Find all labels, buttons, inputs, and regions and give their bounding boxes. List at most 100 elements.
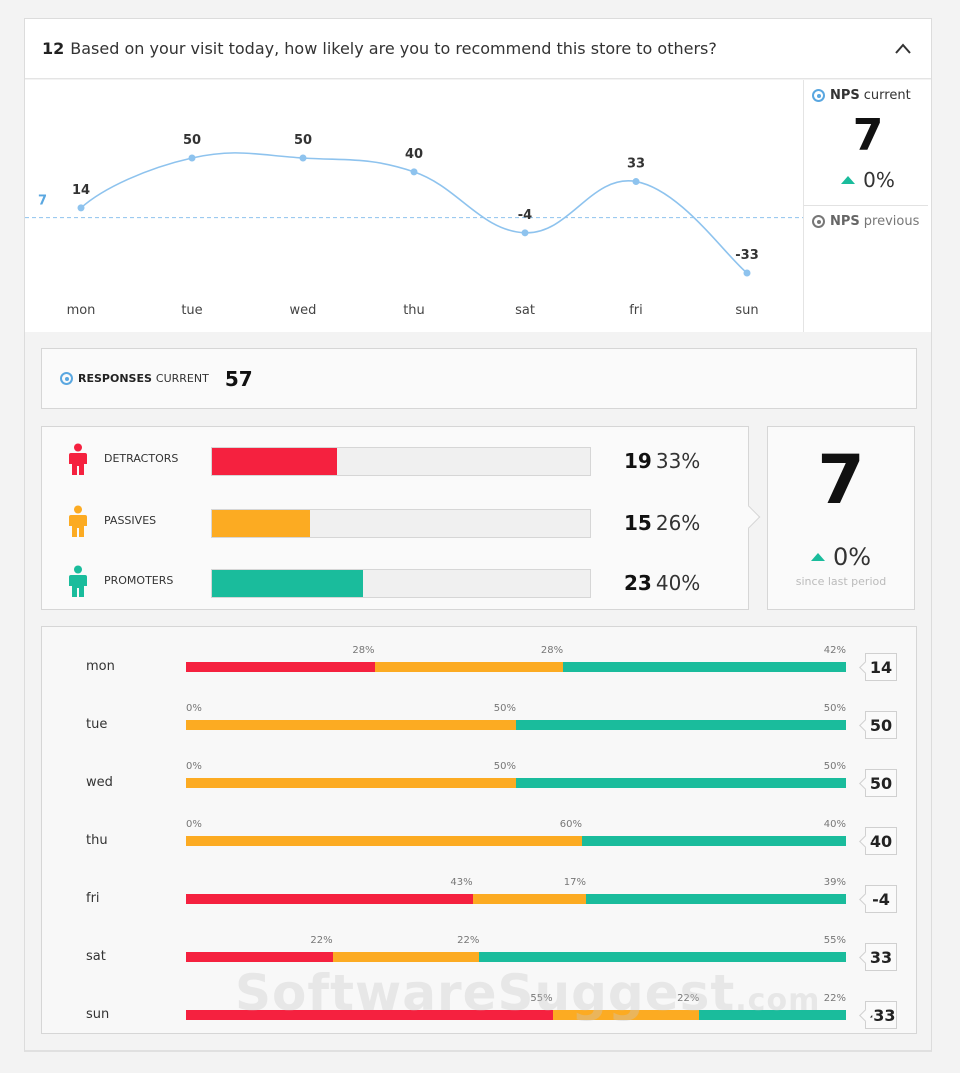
day-stacked-bar (186, 778, 846, 788)
segment-percent: 40% (655, 571, 701, 595)
nps-score-value: 7 (817, 441, 865, 520)
day-label: sat (86, 949, 106, 964)
day-segment-percent: 17% (563, 877, 586, 888)
question-number: 12 (42, 39, 65, 58)
segment-breakdown: DETRACTORS 19 33% PASSIVES 15 26% PROMOTER… (41, 426, 761, 610)
passive-segment (472, 894, 586, 904)
x-tick-label: mon (67, 303, 96, 318)
segment-count-value: 23 (624, 571, 652, 595)
passive-segment (186, 836, 582, 846)
promoter-segment (586, 894, 846, 904)
promoter-segment (516, 778, 846, 788)
responses-box: RESPONSES CURRENT 57 (41, 348, 917, 409)
day-stacked-bar (186, 662, 846, 672)
segment-row-detractors: DETRACTORS 19 33% (42, 439, 748, 479)
data-point[interactable] (743, 269, 751, 277)
trend-up-icon (841, 176, 856, 184)
segment-label: PASSIVES (104, 514, 157, 527)
day-segment-percent: 0% (186, 761, 202, 772)
data-label: 50 (183, 133, 201, 148)
nps-line-chart: 7 14 mon 50 tue 50 wed 40 thu -4 sat 33 fri -33 sun (25, 133, 803, 318)
day-nps-score: 50 (865, 769, 897, 797)
nps-score-delta: 0% (768, 543, 914, 571)
day-label: thu (86, 833, 108, 848)
segment-bar-fill (212, 510, 311, 537)
responses-label-text: CURRENT (155, 372, 209, 385)
segment-count-value: 15 (624, 511, 652, 535)
x-tick-label: tue (181, 303, 202, 318)
data-label: -4 (518, 208, 532, 223)
target-icon (812, 89, 825, 102)
day-segment-percent: 50% (823, 703, 846, 714)
nps-score-delta-value: 0% (832, 543, 872, 571)
segment-bar-track (211, 447, 591, 476)
data-label: 50 (294, 133, 312, 148)
data-label: -33 (735, 248, 759, 263)
day-row-sat: sat 22% 22% 55% 33 (42, 927, 916, 985)
segment-row-promoters: PROMOTERS 23 40% (42, 561, 748, 601)
day-segment-percent: 50% (493, 761, 516, 772)
data-point[interactable] (410, 168, 418, 176)
day-segment-percent: 39% (823, 877, 846, 888)
trend-up-icon (810, 553, 825, 561)
nps-score-box: 7 0% since last period (767, 426, 915, 610)
day-label: sun (86, 1007, 110, 1022)
data-point[interactable] (188, 154, 196, 162)
data-point[interactable] (632, 178, 640, 186)
data-point[interactable] (521, 229, 529, 237)
day-segment-percent: 40% (823, 819, 846, 830)
day-segment-percent: 22% (823, 993, 846, 1004)
person-icon (68, 505, 88, 537)
question-header[interactable]: 12 Based on your visit today, how likely… (25, 19, 931, 79)
segment-bar-fill (212, 448, 337, 475)
data-point[interactable] (299, 154, 307, 162)
day-stacked-bar (186, 1010, 846, 1020)
chevron-up-icon[interactable] (893, 39, 913, 59)
promoter-segment (563, 662, 846, 672)
daily-breakdown: mon 28% 28% 42% 14 tue 0% 50% 50% 50 wed… (41, 626, 917, 1034)
day-segment-percent: 50% (823, 761, 846, 772)
nps-previous-label-bold: NPS (830, 214, 860, 229)
day-row-fri: fri 43% 17% 39% -4 (42, 869, 916, 927)
detractor-segment (186, 894, 473, 904)
day-segment-percent: 0% (186, 703, 202, 714)
segment-count: 23 40% (624, 571, 700, 595)
nps-current-value: 7 (852, 110, 884, 161)
passive-segment (374, 662, 564, 672)
responses-label-bold: RESPONSES (78, 372, 152, 385)
segment-count-value: 19 (624, 449, 652, 473)
day-segment-percent: 28% (540, 645, 564, 656)
day-stacked-bar (186, 836, 846, 846)
x-tick-label: wed (290, 303, 317, 318)
day-stacked-bar (186, 952, 846, 962)
x-tick-label: sun (735, 303, 758, 318)
day-segment-percent: 28% (352, 645, 375, 656)
promoter-segment (516, 720, 846, 730)
day-segment-percent: 50% (493, 703, 516, 714)
data-label: 14 (72, 183, 90, 198)
day-segment-percent: 22% (457, 935, 480, 946)
day-segment-percent: 43% (450, 877, 473, 888)
nps-trend-chart: 7 14 mon 50 tue 50 wed 40 thu -4 sat 33 fri -33 sun (25, 80, 803, 332)
day-row-wed: wed 0% 50% 50% 50 (42, 753, 916, 811)
day-stacked-bar (186, 720, 846, 730)
segment-row-passives: PASSIVES 15 26% (42, 501, 748, 541)
divider (804, 205, 928, 206)
nps-previous-label-text: previous (863, 214, 920, 229)
nps-previous-toggle[interactable]: NPS previous (812, 214, 919, 229)
day-nps-score: 14 (865, 653, 897, 681)
day-row-sun: sun 55% 22% 22% -33 (42, 985, 916, 1043)
promoter-segment (479, 952, 846, 962)
day-nps-score: 40 (865, 827, 897, 855)
passive-segment (186, 720, 516, 730)
day-label: tue (86, 717, 108, 732)
segment-bar-track (211, 569, 591, 598)
day-label: mon (86, 659, 115, 674)
nps-current-delta-value: 0% (863, 168, 895, 192)
data-label: 33 (627, 157, 645, 172)
data-label: 40 (405, 147, 423, 162)
day-row-tue: tue 0% 50% 50% 50 (42, 695, 916, 753)
day-label: wed (86, 775, 113, 790)
data-point[interactable] (77, 204, 85, 212)
day-segment-percent: 42% (823, 645, 846, 656)
